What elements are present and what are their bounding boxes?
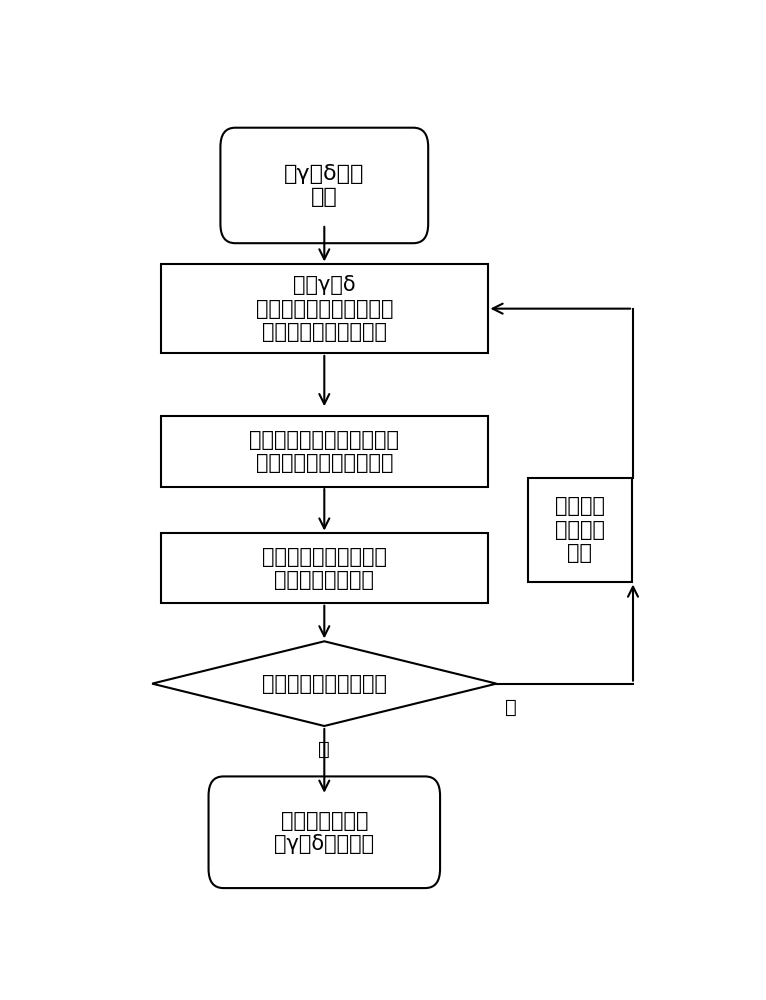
Text: 利用上步结果画出等高
线图，求得和的值: 利用上步结果画出等高 线图，求得和的值	[262, 547, 387, 590]
Text: 进行第二
轮搜索法
计算: 进行第二 轮搜索法 计算	[555, 496, 604, 563]
Text: 对γ和δ赋初
始值: 对γ和δ赋初 始值	[284, 164, 365, 207]
FancyBboxPatch shape	[221, 128, 428, 243]
Bar	[528, 478, 631, 582]
Bar	[161, 533, 487, 603]
Bar	[161, 264, 487, 353]
Text: 根据γ和δ
初始值，确定第一个交叉
验证计算网格点的位置: 根据γ和δ 初始值，确定第一个交叉 验证计算网格点的位置	[256, 275, 393, 342]
Text: 和值是否满足精度要求: 和值是否满足精度要求	[262, 674, 387, 694]
Text: 否: 否	[506, 698, 517, 716]
Text: 根据交叉检验法作为目标函
数对所有网格点进行计算: 根据交叉检验法作为目标函 数对所有网格点进行计算	[249, 430, 399, 473]
Text: 输出和值作为参
数γ和δ的最优解: 输出和值作为参 数γ和δ的最优解	[274, 811, 375, 854]
Text: 是: 是	[319, 740, 330, 759]
Polygon shape	[152, 641, 496, 726]
FancyBboxPatch shape	[208, 776, 440, 888]
Bar	[161, 416, 487, 487]
